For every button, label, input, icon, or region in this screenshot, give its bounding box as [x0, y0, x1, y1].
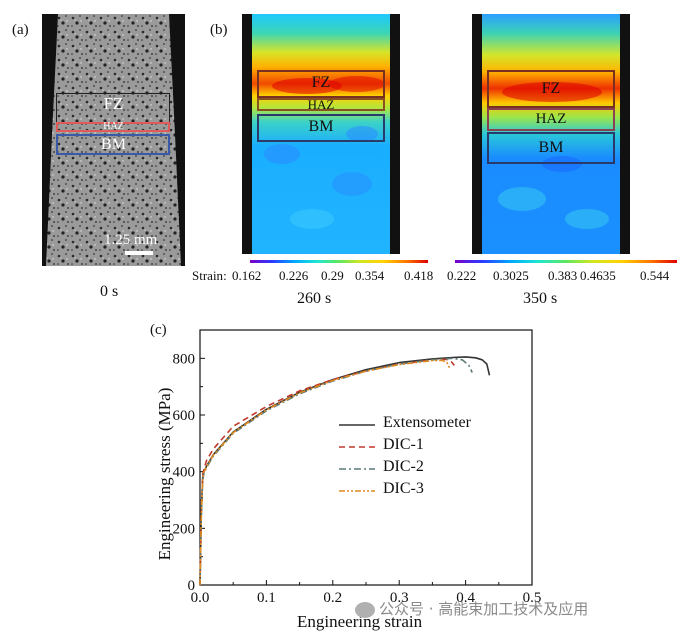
- colorbar-title: Strain:: [192, 268, 227, 283]
- panel-b-label: (b): [210, 22, 228, 38]
- map2-haz-region-label: HAZ: [535, 111, 567, 127]
- haz-region-label: HAZ: [103, 121, 124, 132]
- y-tick-label: 0: [188, 578, 196, 594]
- map1-haz-region-label: HAZ: [307, 97, 335, 112]
- wechat-icon: [355, 601, 375, 618]
- colorbar-1-tick: 0.226: [279, 268, 309, 283]
- panel-a-time: 0 s: [100, 283, 119, 300]
- colorbar-labels: Strain: 0.162 0.226 0.29 0.354 0.418 0.2…: [0, 268, 682, 286]
- y-tick-label: 400: [173, 465, 196, 481]
- colorbar-1-tick: 0.354: [355, 268, 385, 283]
- legend-label-dic-1: DIC-1: [383, 436, 424, 453]
- y-tick-label: 600: [173, 408, 196, 424]
- map1-haz-region-box: [257, 98, 385, 111]
- y-tick-label: 800: [173, 351, 196, 367]
- colorbar-1-tick: 0.418: [404, 268, 434, 283]
- colorbar-1-strip: [250, 260, 428, 263]
- colorbar-2-tick: 0.383: [548, 268, 578, 283]
- strain-map-260s-image: [252, 14, 390, 254]
- legend-swatch-dic-3: [339, 490, 375, 492]
- legend-label-extensometer: Extensometer: [383, 414, 471, 431]
- colorbar-1-tick: 0.162: [232, 268, 262, 283]
- panel-c-label: (c): [150, 322, 167, 338]
- map1-bm-region-label: BM: [308, 118, 334, 135]
- legend-swatch-dic-2: [339, 468, 375, 470]
- map2-haz-region-box: [487, 108, 615, 131]
- specimen-photo: FZ HAZ BM 1.25 mm: [42, 14, 185, 266]
- y-axis-label: Engineering stress (MPa): [155, 387, 174, 561]
- colorbar-2-tick: 0.3025: [493, 268, 529, 283]
- legend-swatch-extensometer: [339, 424, 375, 426]
- map2-fz-region-box: [487, 70, 615, 108]
- colorbar-2-tick: 0.222: [447, 268, 477, 283]
- panel-a-label: (a): [12, 22, 29, 38]
- y-tick-label: 200: [173, 521, 196, 537]
- legend-swatch-dic-1: [339, 446, 375, 448]
- x-tick-label: 0.0: [191, 590, 210, 606]
- strain-map-350s-image: [482, 14, 620, 254]
- bm-region-label: BM: [101, 136, 126, 153]
- colorbar-2-strip: [455, 260, 677, 263]
- colorbar-2-tick: 0.4635: [580, 268, 616, 283]
- scale-bar: [125, 251, 153, 255]
- map1-bm-region-box: [257, 114, 385, 142]
- colorbar-1-tick: 0.29: [321, 268, 344, 283]
- map2-bm-region-box: [487, 132, 615, 164]
- chart-legend: Extensometer DIC-1 DIC-2 DIC-3: [337, 414, 507, 514]
- scale-bar-label: 1.25 mm: [104, 232, 158, 248]
- x-axis-label: Engineering strain: [297, 612, 423, 631]
- specimen-photo-image: [42, 14, 185, 266]
- strain-map-350s: FZ HAZ BM: [472, 14, 630, 254]
- map2-bm-region-label: BM: [538, 139, 564, 156]
- watermark: 公众号 · 高能束加工技术及应用: [355, 598, 588, 619]
- fz-region-label: FZ: [103, 94, 124, 113]
- legend-label-dic-2: DIC-2: [383, 458, 424, 475]
- bm-region-box: [56, 134, 170, 155]
- map2-time: 350 s: [523, 290, 558, 307]
- haz-region-box: [56, 122, 170, 132]
- legend-label-dic-3: DIC-3: [383, 480, 424, 497]
- map1-fz-region-label: FZ: [311, 74, 331, 91]
- map1-fz-region-box: [257, 70, 385, 98]
- map2-fz-region-label: FZ: [541, 80, 561, 97]
- map1-time: 260 s: [297, 290, 332, 307]
- strain-map-260s: FZ HAZ BM: [242, 14, 400, 254]
- colorbar-2-tick: 0.544: [640, 268, 670, 283]
- x-tick-label: 0.1: [257, 590, 276, 606]
- x-tick-label: 0.2: [323, 590, 342, 606]
